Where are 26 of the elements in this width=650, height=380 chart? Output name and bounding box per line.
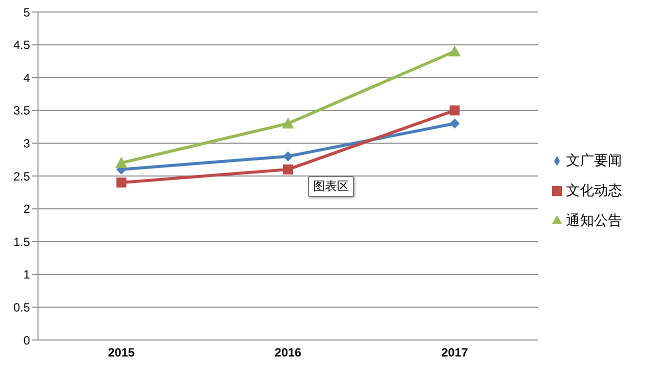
y-tick-label: 5 — [23, 5, 30, 20]
point — [115, 156, 128, 168]
x-tick-label: 2016 — [274, 346, 302, 360]
legend-label: 文化动态 — [566, 182, 622, 198]
legend-label: 文广要闻 — [566, 152, 622, 168]
y-tick-label: 1.5 — [13, 234, 30, 249]
y-tick-label: 0.5 — [13, 300, 30, 314]
annotation: 图表区 — [308, 176, 354, 197]
y-tick-label: 1 — [23, 268, 30, 282]
y-tick-label: 0 — [23, 333, 30, 348]
y-tick-label: 3.5 — [13, 104, 30, 118]
y-tick-label: 4 — [23, 70, 30, 85]
point — [450, 105, 460, 116]
y-tick-label: 2 — [23, 202, 30, 216]
point — [448, 45, 461, 56]
point — [450, 118, 460, 129]
x-tick-label: 2015 — [108, 346, 136, 360]
point — [283, 164, 293, 174]
y-tick-label: 2.5 — [13, 169, 30, 184]
legend-label: 通知公告 — [566, 212, 622, 228]
y-tick-label: 4.5 — [13, 38, 30, 52]
point — [283, 151, 293, 162]
x-tick-label: 2017 — [441, 346, 468, 360]
y-tick-label: 3 — [23, 136, 30, 150]
point — [282, 118, 294, 129]
point — [116, 178, 126, 188]
